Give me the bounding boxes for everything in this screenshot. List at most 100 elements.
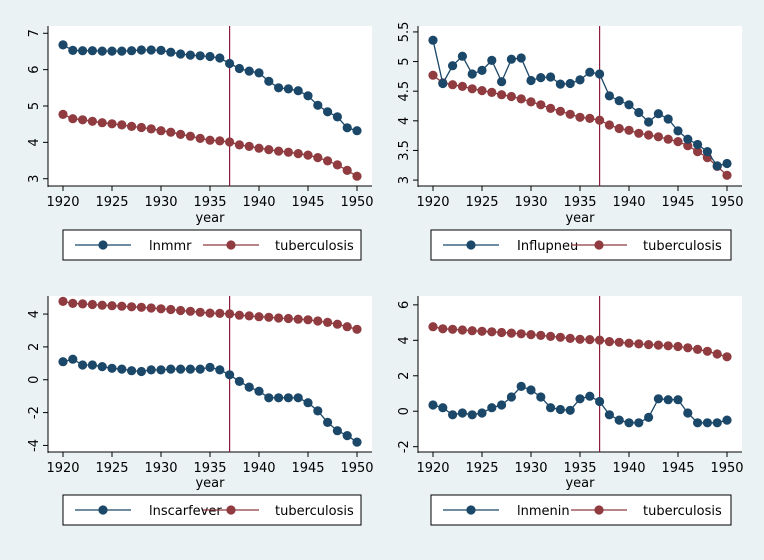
chart-1-series-1-point <box>254 68 264 78</box>
chart-1-series-2-point <box>234 140 244 150</box>
chart-1-y-tick-label: 6 <box>27 65 42 73</box>
chart-3-series-1-point <box>107 363 117 373</box>
chart-4-series-1-point <box>497 400 507 410</box>
chart-3-legend-swatch-marker-1 <box>98 505 108 515</box>
chart-2-legend-swatch-marker-2 <box>594 240 604 250</box>
chart-4-series-1-point <box>722 415 732 425</box>
chart-4-plot-area <box>418 296 742 452</box>
chart-3-series-2-point <box>127 302 137 312</box>
chart-3-series-1-point <box>352 437 362 447</box>
chart-1-series-2-point <box>215 136 225 146</box>
chart-1-series-2-point <box>323 156 333 166</box>
chart-2-series-1-point <box>595 69 605 79</box>
chart-3-series-2-point <box>234 310 244 320</box>
chart-3-series-2-point <box>185 306 195 316</box>
chart-3-series-1 <box>58 354 362 447</box>
chart-4-series-1-point <box>595 396 605 407</box>
chart-4-series-1-point <box>634 418 644 428</box>
chart-1-y-tick-label: 5 <box>27 102 42 110</box>
chart-4-series-1-point <box>673 395 683 405</box>
chart-1-x-tick-label: 1920 <box>46 195 79 210</box>
chart-4-legend-label-2: tuberculosis <box>643 504 722 519</box>
chart-1-series-1-point <box>323 107 333 117</box>
chart-3-series-2-point <box>342 322 352 332</box>
chart-2-series-2-point <box>673 137 683 147</box>
chart-2-series-1-point <box>585 67 595 77</box>
chart-4-series-2-point <box>595 335 605 345</box>
chart-4-series-2-point <box>604 337 615 347</box>
chart-1-series-1-point <box>264 76 274 86</box>
chart-1-series-1-point <box>274 83 284 93</box>
chart-1-series-1-point <box>293 86 303 96</box>
chart-3-series-1-point <box>166 364 176 374</box>
chart-3-series-2-point <box>303 315 313 325</box>
chart-2-series-2-point <box>448 80 458 90</box>
chart-1-series-2-point <box>195 133 205 143</box>
chart-2-series-2-point <box>604 120 615 130</box>
chart-4-series-2-point <box>673 341 683 352</box>
chart-4-series-2-point <box>565 333 575 343</box>
chart-4-series-1-point <box>526 385 536 395</box>
chart-3-series-1-point <box>205 362 215 372</box>
chart-3-y-tick-label: 0 <box>27 376 42 384</box>
chart-3-series-2-point <box>176 305 186 316</box>
chart-2-series-2-point <box>614 123 624 134</box>
chart-1-series-1-point <box>117 46 127 56</box>
chart-1-series-2-point <box>283 147 293 157</box>
chart-4-y-tick-label: 2 <box>397 372 412 380</box>
chart-3-series-1-point <box>303 398 313 408</box>
chart-3-series-1-point <box>156 365 166 375</box>
chart-2-series-1-point <box>712 161 722 171</box>
chart-1-x-tick-label: 1945 <box>291 195 324 210</box>
chart-2-series-2-point <box>683 141 693 151</box>
chart-3-series-1-point <box>185 364 195 374</box>
chart-2-series-1-point <box>555 79 566 89</box>
chart-2-x-tick-label: 1925 <box>465 195 498 210</box>
chart-1-series-2-point <box>303 150 313 160</box>
chart-4-series-2-point <box>526 330 536 340</box>
chart-4-series-2-point <box>653 340 664 350</box>
chart-3-series-1-point <box>313 406 323 416</box>
chart-4-series-2-point <box>585 335 595 345</box>
chart-3-series-2-point <box>274 313 284 323</box>
chart-1-series-1-point <box>234 63 244 74</box>
chart-4-series-2-point <box>702 346 713 356</box>
chart-1-series-2-point <box>254 143 264 153</box>
chart-2-series-1-point <box>497 77 507 87</box>
chart-3-series-1-point <box>215 365 225 375</box>
chart-1-series-2-point <box>146 124 156 134</box>
chart-2-series-2-point <box>722 170 732 180</box>
chart-3-series-1-point <box>195 364 205 374</box>
chart-4-y-tick-label: 6 <box>397 301 412 309</box>
chart-4-x-tick-label: 1940 <box>612 461 645 476</box>
chart-3-series-1-point <box>68 354 78 364</box>
chart-3-series-2-point <box>136 302 146 312</box>
chart-1-series-1-point <box>215 53 225 63</box>
chart-1-series-1-point <box>127 46 137 56</box>
chart-3-x-tick-label: 1930 <box>144 461 177 476</box>
chart-1-series-1-point <box>303 91 313 101</box>
chart-3-series-2-point <box>352 324 362 334</box>
chart-4-series-1-point <box>712 418 722 428</box>
chart-1-series-1-point <box>78 46 88 56</box>
chart-1-series-2-point <box>117 120 127 130</box>
chart-2-series-1-point <box>614 96 624 106</box>
chart-3-series-1-point <box>117 364 127 374</box>
chart-3-legend-label-1: lnscarfever <box>149 504 222 519</box>
chart-1-series-2-point <box>127 121 137 131</box>
chart-3-series-2-point <box>58 296 68 306</box>
chart-4-series-1-point <box>438 403 448 413</box>
chart-1-series-1-point <box>352 126 362 136</box>
chart-4-series-2-point <box>506 328 516 338</box>
chart-2-series-1-point <box>624 100 634 110</box>
chart-1-series-2-point <box>87 116 97 126</box>
chart-4-series-2 <box>428 322 732 362</box>
chart-4-series-2-point <box>536 330 546 340</box>
chart-1-series-2-point <box>78 115 88 125</box>
chart-1-series-2-point <box>342 165 352 175</box>
chart-4-series-1-point <box>683 408 693 418</box>
chart-1-y-tick-label: 4 <box>27 138 42 146</box>
chart-4-series-1-point <box>693 418 703 428</box>
chart-2-legend-swatch-marker-1 <box>466 240 476 250</box>
chart-3-x-tick-label: 1945 <box>291 461 324 476</box>
